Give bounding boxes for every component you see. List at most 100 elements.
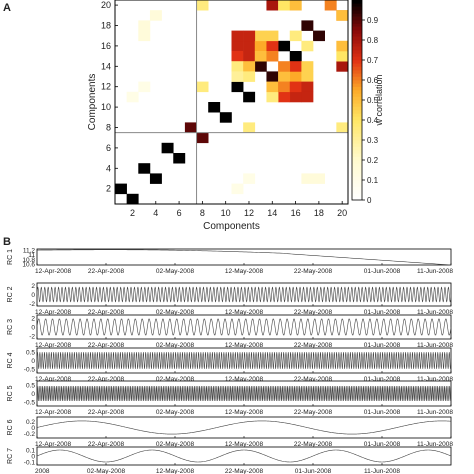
heatmap-cell xyxy=(289,0,302,11)
rc5-y-tick-label: 0.5 xyxy=(26,383,35,390)
heatmap-cell xyxy=(278,81,291,93)
heatmap-cell xyxy=(289,91,302,103)
y-tick-label: 6 xyxy=(106,143,111,153)
rc3-series-line xyxy=(36,318,452,336)
rc4-x-tick-label: 12-May-2008 xyxy=(225,376,264,383)
colorbar-band xyxy=(352,146,362,151)
y-tick-label: 14 xyxy=(101,61,111,71)
rc6-x-tick-label: 22-Apr-2008 xyxy=(88,441,125,448)
colorbar-band xyxy=(352,90,362,94)
colorbar-tick-label: 0.6 xyxy=(367,76,379,85)
rc2-x-tick-label: 12-May-2008 xyxy=(225,309,264,316)
heatmap-cell xyxy=(243,71,256,82)
rc7-x-tick-label: 11-Jun-2008 xyxy=(364,468,400,474)
rc6-frame xyxy=(36,416,452,439)
rc5-x-tick-label: 02-May-2008 xyxy=(156,409,195,416)
rc7-x-tick-label: 22-May-2008 xyxy=(225,468,264,474)
colorbar: 0 0.1 0.2 0.3 0.4 0.5 0.6 0.7 0.8 0.9 w correlatio… xyxy=(351,0,384,205)
heatmap-cell xyxy=(184,122,197,133)
rc4-x-tick-label: 22-Apr-2008 xyxy=(88,376,125,383)
rc6-x-tick-label: 02-May-2008 xyxy=(156,441,195,448)
rc7-y-tick-label: 0.1 xyxy=(26,448,35,455)
heatmap-cell xyxy=(336,51,349,62)
heatmap-cell xyxy=(243,91,256,103)
colorbar-tick-label: 0.7 xyxy=(367,56,379,65)
heatmap-cell xyxy=(313,30,325,42)
heatmap-cell xyxy=(243,173,256,184)
colorbar-band xyxy=(352,96,362,101)
colorbar-band xyxy=(352,160,362,164)
rc7-series-line xyxy=(36,449,452,463)
x-tick-label: 6 xyxy=(177,208,182,218)
colorbar-band xyxy=(352,50,362,54)
colorbar-tick-label: 0.8 xyxy=(367,36,379,45)
heatmap-cell xyxy=(254,30,267,42)
heatmap-cell xyxy=(196,0,209,11)
colorbar-band xyxy=(352,20,362,24)
heatmap-cell xyxy=(219,112,232,123)
heatmap-frame xyxy=(114,0,349,205)
colorbar-band xyxy=(352,36,362,41)
colorbar-band xyxy=(352,33,362,37)
rc6-x-tick-label: 22-May-2008 xyxy=(294,441,333,448)
heatmap-cell xyxy=(289,30,302,42)
colorbar-band xyxy=(352,53,362,57)
colorbar-band xyxy=(352,103,362,107)
colorbar-band xyxy=(352,10,362,14)
heatmap-cell xyxy=(138,30,151,42)
rc1-x-tick-label: 11-Jun-2008 xyxy=(417,268,453,275)
rc6-y-tick-label: 0.2 xyxy=(26,419,35,426)
rc7-y-tick-label: 0 xyxy=(31,454,35,461)
heatmap-cell xyxy=(196,132,209,144)
y-tick-label: 10 xyxy=(101,102,111,112)
rc6-label: RC 6 xyxy=(7,419,14,435)
colorbar-band xyxy=(352,170,362,174)
heatmap-cell xyxy=(254,51,267,62)
heatmap-cell xyxy=(231,81,244,93)
colorbar-tick-label: 0 xyxy=(367,196,372,205)
colorbar-band xyxy=(352,110,362,114)
heatmap-cell xyxy=(301,91,314,103)
y-tick-label: 12 xyxy=(101,82,111,92)
x-tick-label: 4 xyxy=(153,208,158,218)
rc4-x-tick-label: 02-May-2008 xyxy=(156,376,195,383)
heatmap-cell xyxy=(289,71,302,82)
colorbar-band xyxy=(352,40,362,44)
x-tick-label: 10 xyxy=(221,208,231,218)
colorbar-band xyxy=(352,83,362,87)
colorbar-band xyxy=(352,3,362,7)
rc4-series-line xyxy=(36,352,452,369)
heatmap-cell xyxy=(231,61,244,72)
rc3-y-tick-label: 2 xyxy=(31,315,35,322)
rc3-y-tick-label: 0 xyxy=(31,325,35,332)
colorbar-band xyxy=(352,176,362,181)
heatmap-cell xyxy=(301,173,314,184)
heatmap-cell xyxy=(336,40,349,52)
rc5-series-line xyxy=(36,385,452,402)
colorbar-band xyxy=(352,173,362,177)
colorbar-tick-label: 0.2 xyxy=(367,156,379,165)
colorbar-band xyxy=(352,6,362,11)
heatmap-cell xyxy=(301,81,314,93)
rc4-y-tick-label: 0.5 xyxy=(26,350,35,357)
heatmap-cell xyxy=(313,173,325,184)
colorbar-band xyxy=(352,66,362,71)
colorbar-band xyxy=(352,183,362,187)
heatmap-cell xyxy=(266,71,279,82)
heatmap-cell xyxy=(266,81,279,93)
y-tick-label: 20 xyxy=(101,0,111,10)
rc3-x-tick-label: 12-Apr-2008 xyxy=(35,342,72,349)
colorbar-band xyxy=(352,60,362,64)
heatmap-cell xyxy=(149,10,162,21)
heatmap-cell xyxy=(254,61,267,72)
rc6-series-line xyxy=(36,420,452,435)
colorbar-band xyxy=(352,30,362,34)
heatmap-cell xyxy=(324,0,337,11)
rc1-label: RC 1 xyxy=(7,249,14,265)
y-tick-label: 18 xyxy=(101,21,111,31)
y-tick-label: 2 xyxy=(106,184,111,194)
colorbar-band xyxy=(352,130,362,134)
colorbar-band xyxy=(352,156,362,161)
colorbar-band xyxy=(352,46,362,51)
panel-b-label: B xyxy=(3,236,11,248)
